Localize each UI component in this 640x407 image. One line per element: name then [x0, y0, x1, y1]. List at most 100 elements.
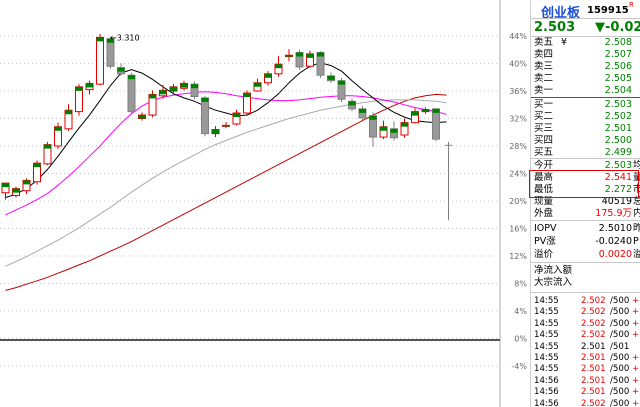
candle-top-marker	[359, 108, 366, 113]
stat-value: 175.9万	[595, 208, 632, 219]
order-book-price: 2.507	[604, 49, 632, 60]
candle-top-marker	[317, 52, 324, 57]
order-book-price: 2.501	[604, 123, 632, 134]
order-book-price: 2.508	[604, 37, 632, 48]
iopv-row: 溢价 0.0020溢	[531, 249, 640, 261]
order-book-price: 2.503	[604, 99, 632, 110]
iopv-label: PV涨	[534, 236, 556, 247]
bid-ask-divider	[531, 97, 640, 98]
tick-volume: /501	[610, 341, 630, 352]
tick-row[interactable]: 14:56 2.502/500 +	[534, 399, 640, 407]
iopv-row: PV涨 -0.0240 P	[531, 236, 640, 248]
tick-price: 2.501	[581, 353, 606, 363]
divider	[531, 292, 640, 293]
candle-top-marker	[212, 129, 219, 134]
tick-row[interactable]: 14:55 2.501/501	[534, 342, 640, 353]
order-book-label: 买一	[534, 99, 554, 110]
stat-label: 今开	[534, 160, 554, 171]
candle-top-marker	[432, 108, 440, 113]
iopv-value: -0.0240	[595, 236, 632, 247]
tick-row[interactable]: 14:55 2.502/500 +	[534, 330, 640, 341]
order-book-row: 卖一 2.504	[531, 85, 640, 97]
tick-volume: /500	[610, 296, 630, 306]
iopv-label: IOPV	[534, 223, 557, 234]
candle-top-marker	[296, 52, 303, 57]
tick-volume: /500	[610, 364, 630, 375]
tick-volume: /500	[610, 330, 630, 341]
candle-body-down[interactable]	[106, 38, 115, 67]
iopv-label: 溢价	[534, 249, 554, 260]
tick-row[interactable]: 14:56 2.501/500 +	[534, 387, 640, 398]
candle-top-marker	[275, 64, 282, 69]
stat-row: 最高 2.541量	[531, 172, 640, 184]
tick-time: 14:55	[534, 296, 559, 306]
order-book-row: 买一 2.503	[531, 99, 640, 111]
y-axis-label: 16%	[509, 225, 527, 234]
candle-top-marker	[411, 111, 419, 116]
code-mark: R	[629, 1, 634, 9]
candle-top-marker	[54, 126, 62, 131]
candle-top-marker	[44, 144, 51, 149]
flow-row: 净流入额	[531, 265, 640, 277]
candle-top-marker	[191, 84, 198, 89]
kline-chart[interactable]: 44% 40% 36% 32% 28% 24% 20% 16% 12% 8% 4% 0% -4% ←3.3…	[0, 0, 530, 407]
order-book-label: 卖三	[534, 61, 554, 72]
kline-chart-area[interactable]: 44% 40% 36% 32% 28% 24% 20% 16% 12% 8% 4% 0% -4% ←3.3…	[0, 0, 530, 407]
candle-top-marker	[201, 97, 209, 102]
stat-label: 外盘	[534, 208, 554, 219]
candle-top-marker	[23, 180, 30, 185]
iopv-cut-label: 昨	[633, 223, 640, 235]
tick-row[interactable]: 14:55 2.501/500 +	[534, 353, 640, 364]
candle-top-marker	[138, 115, 146, 119]
ma5-line	[5, 62, 447, 199]
iopv-row: IOPV 2.5010昨	[531, 223, 640, 235]
tick-time: 14:55	[534, 307, 559, 318]
y-axis-label: 0%	[514, 335, 527, 344]
tick-row[interactable]: 14:55 2.502/500 +	[534, 307, 640, 318]
tick-time: 14:55	[534, 341, 559, 352]
high-low-highlight	[529, 170, 639, 198]
tick-flag: +	[632, 364, 640, 375]
candle-body-down[interactable]	[432, 108, 440, 140]
order-book-price: 2.505	[604, 73, 632, 84]
divider	[531, 18, 640, 19]
candle-top-marker	[65, 110, 72, 115]
candle-top-marker	[338, 80, 345, 85]
tick-row[interactable]: 14:55 2.501/500 +	[534, 364, 640, 375]
candle-top-marker	[96, 37, 104, 42]
order-book-price: 2.499	[604, 147, 632, 158]
tick-price: 2.501	[581, 364, 606, 375]
tick-row[interactable]: 14:56 2.501/500 +	[534, 376, 640, 387]
y-axis-label: 32%	[509, 115, 527, 124]
candle-top-marker	[243, 93, 251, 98]
tick-price: 2.502	[581, 330, 606, 341]
candle-top-marker	[380, 126, 387, 131]
candle-top-marker	[33, 163, 41, 168]
candle-top-marker	[12, 188, 20, 193]
order-book-price: 2.502	[604, 111, 632, 122]
security-name: 创业板	[541, 6, 581, 21]
divider	[531, 220, 640, 221]
candle-top-marker	[327, 75, 335, 80]
stat-value: 2.541	[604, 172, 632, 183]
candle-top-marker	[86, 83, 93, 88]
order-book-row: 卖五 ¥2.508	[531, 37, 640, 49]
tick-price: 2.502	[581, 296, 606, 306]
tick-flag: +	[632, 296, 640, 306]
y-axis-label: -4%	[511, 362, 527, 371]
order-book-label: 买二	[534, 111, 554, 122]
stat-value: 40519	[601, 196, 632, 207]
candle-top-marker	[254, 82, 261, 87]
y-axis-label: 8%	[514, 280, 527, 289]
iopv-value: 0.0020	[598, 249, 632, 260]
tick-price: 2.501	[581, 375, 606, 386]
y-axis-label: 24%	[509, 170, 527, 179]
tick-row[interactable]: 14:55 2.502/500 +	[534, 319, 640, 330]
candle-body-up[interactable]	[96, 36, 104, 85]
y-axis-label: 28%	[509, 142, 527, 151]
candle-body-down[interactable]	[201, 97, 209, 135]
tick-price: 2.501	[581, 387, 606, 398]
tick-row[interactable]: 14:55 2.502/500 +	[534, 296, 640, 307]
candle-body-down[interactable]	[127, 74, 136, 113]
stat-cut-label: 量	[633, 172, 640, 184]
